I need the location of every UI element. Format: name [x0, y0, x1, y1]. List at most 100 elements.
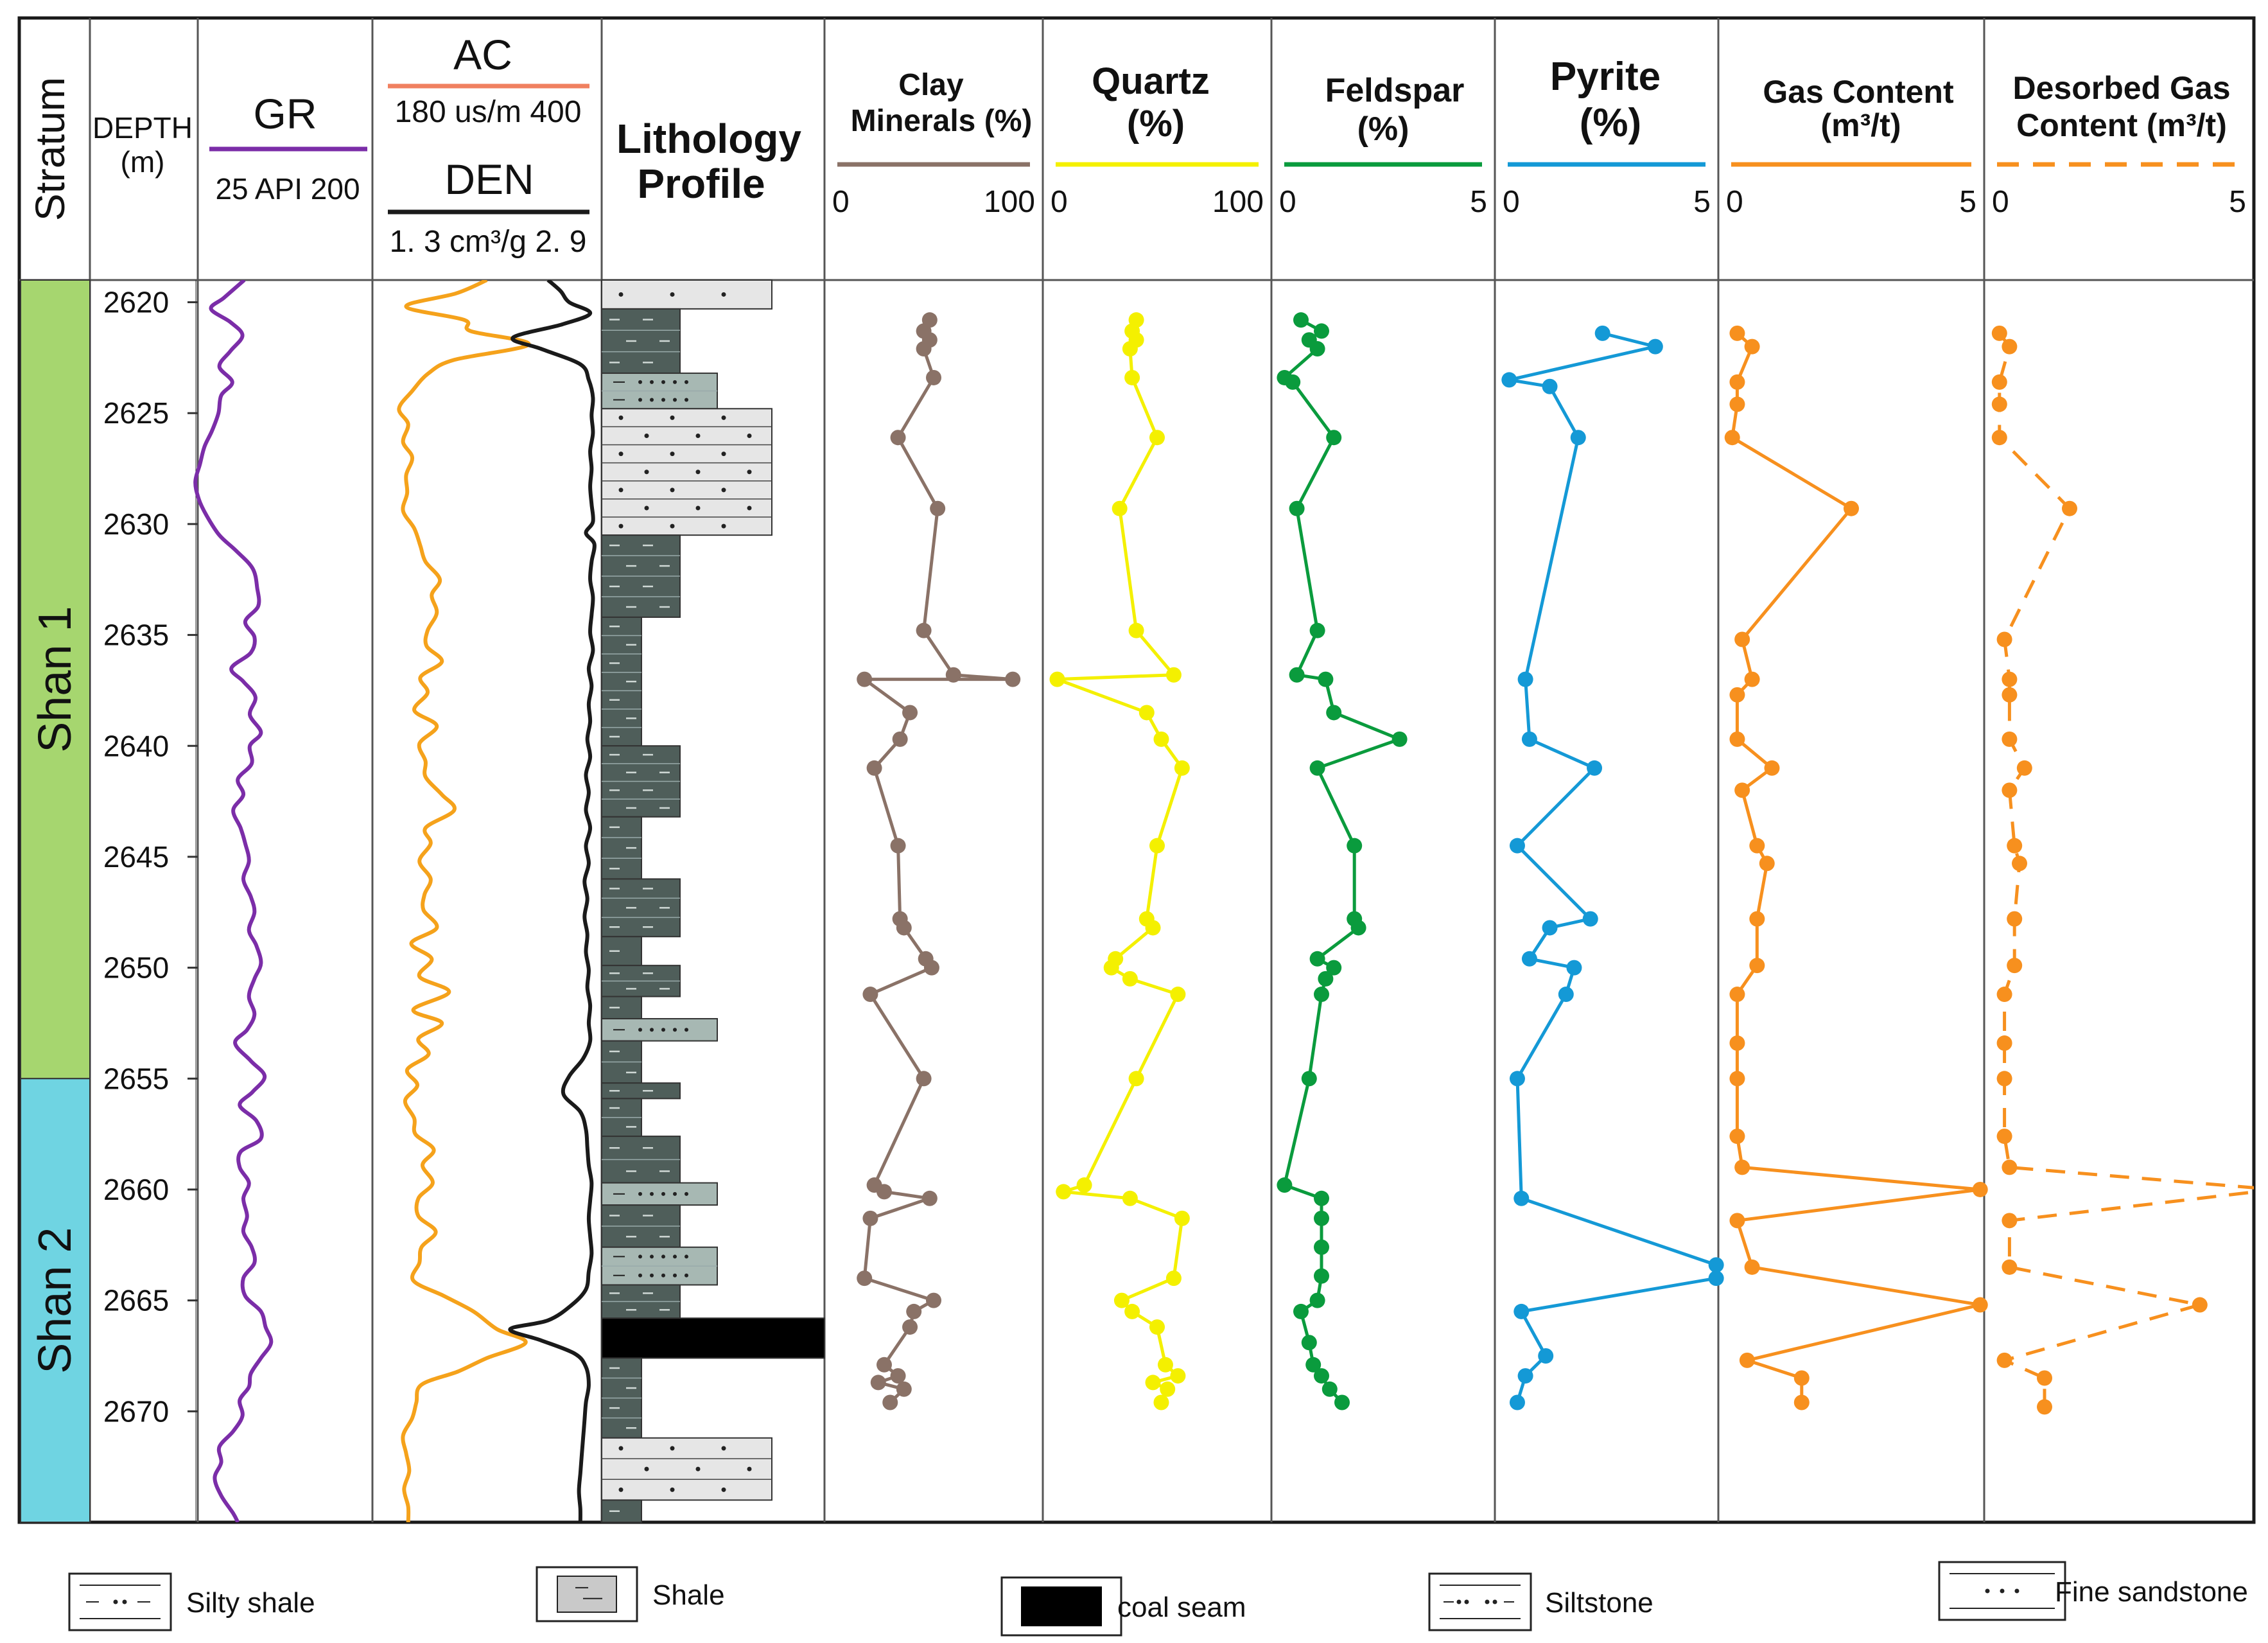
pyrite-point: [1708, 1270, 1724, 1287]
quartz-point: [1122, 971, 1138, 987]
lithology-bed-siltstone: [601, 936, 642, 967]
feldspar-series-line: [1282, 318, 1402, 1404]
quartz-header-2: (%): [1127, 103, 1185, 145]
legend-dot: [2014, 1588, 2019, 1594]
gas-point: [1724, 430, 1740, 446]
lith-dot: [638, 1191, 642, 1196]
lith-dot: [695, 505, 701, 511]
legend-dot: [1464, 1599, 1469, 1604]
feldspar-point: [1314, 1239, 1329, 1255]
legend: Silty shale Shale coal seam Siltstone Fine s…: [68, 1561, 2248, 1637]
quartz-point: [1165, 1270, 1182, 1287]
pyrite-header: Pyrite: [1550, 55, 1661, 99]
clay-point: [882, 1394, 898, 1410]
gas-point: [1764, 760, 1780, 776]
pyrite-scale-max: 5: [1693, 185, 1711, 219]
lith-dot: [670, 292, 675, 297]
quartz-point: [1124, 369, 1140, 385]
legend-label-siltstone: Siltstone: [1545, 1587, 1653, 1619]
gas-series-line: [1731, 332, 1982, 1403]
clay-point: [877, 1357, 892, 1373]
lith-dot: [638, 1254, 642, 1259]
feldspar-scale-min: 0: [1279, 185, 1296, 219]
desorbed-header-2: Content (m³/t): [2016, 107, 2227, 143]
lith-dot: [747, 470, 752, 475]
feldspar-point: [1314, 1268, 1329, 1284]
quartz-point: [1170, 987, 1186, 1003]
lith-dot: [685, 1273, 688, 1278]
clay-series-line: [862, 319, 1015, 1404]
track-scale-headers: 0 100 0 100 0 5 0 5 0 5 0 5: [832, 162, 2246, 219]
gas-point: [1729, 731, 1745, 747]
gas-point: [1729, 687, 1745, 703]
quartz-point: [1157, 1357, 1173, 1373]
stratum-1: [20, 279, 91, 1080]
feldspar-point: [1293, 312, 1309, 328]
clay-point: [916, 622, 932, 638]
lith-dot: [721, 488, 726, 493]
gas-point: [1749, 838, 1765, 854]
gas-point: [1729, 1213, 1745, 1229]
lith-dot: [747, 1466, 752, 1472]
depth-tick-label: 2670: [103, 1394, 169, 1428]
desorbed-point: [1991, 430, 2007, 446]
clay-header: Clay: [898, 68, 964, 102]
legend-label-shale: Shale: [652, 1579, 725, 1611]
pyrite-point: [1501, 372, 1517, 388]
gas-point: [1729, 987, 1745, 1003]
lith-dot: [670, 452, 675, 457]
den-header: DEN: [444, 155, 534, 203]
desorbed-point: [1991, 374, 2007, 390]
legend-dot: [1985, 1588, 1990, 1594]
feldspar-point: [1309, 1292, 1325, 1308]
feldspar-point: [1314, 987, 1329, 1003]
quartz-point: [1160, 1381, 1176, 1397]
strata-column: Shan 1 Shan 2: [20, 279, 91, 1524]
quartz-point: [1149, 838, 1165, 854]
depth-tick-label: 2620: [103, 286, 169, 319]
clay-point: [906, 1303, 922, 1319]
legend-coal-fill: [1021, 1586, 1102, 1626]
lith-dot: [721, 523, 726, 529]
lith-dot: [618, 1487, 624, 1492]
clay-point: [916, 1071, 932, 1087]
pyrite-point: [1538, 1348, 1554, 1364]
lith-dot: [638, 1273, 642, 1278]
pyrite-point: [1509, 838, 1525, 854]
gas-point: [1729, 325, 1745, 341]
quartz-point: [1128, 622, 1144, 638]
lithology-header: Lithology: [616, 116, 801, 162]
clay-point: [896, 1381, 912, 1397]
clay-point: [945, 667, 961, 683]
lith-dot: [695, 433, 701, 438]
desorbed-scale-min: 0: [1992, 185, 2009, 219]
quartz-point: [1145, 1375, 1161, 1391]
legend-dot: [1485, 1599, 1490, 1604]
feldspar-point: [1350, 920, 1366, 936]
gas-header: Gas Content: [1763, 74, 1954, 110]
lith-dot: [650, 1191, 654, 1196]
pyrite-point: [1509, 1071, 1525, 1087]
lithology-bed-fine-sandstone: [601, 279, 772, 310]
lith-dot: [638, 398, 642, 402]
pyrite-point: [1521, 951, 1537, 967]
clay-point: [862, 987, 878, 1003]
mineral-gas-series: [857, 312, 2254, 1415]
gas-point: [1744, 1259, 1760, 1275]
pyrite-point: [1513, 1303, 1530, 1319]
pyrite-point: [1582, 911, 1598, 927]
feldspar-point: [1334, 1394, 1350, 1410]
pyrite-point: [1558, 987, 1574, 1003]
lith-dot: [685, 398, 688, 402]
feldspar-header-2: (%): [1357, 110, 1409, 148]
desorbed-point: [2037, 1399, 2052, 1415]
lith-dot: [670, 523, 675, 529]
gas-point: [1734, 631, 1750, 647]
feldspar-point: [1322, 1381, 1338, 1397]
feldspar-point: [1347, 838, 1363, 854]
quartz-point: [1122, 1190, 1138, 1206]
feldspar-point: [1309, 341, 1325, 357]
lith-dot: [721, 452, 726, 457]
figure-frame: [17, 16, 2256, 1524]
